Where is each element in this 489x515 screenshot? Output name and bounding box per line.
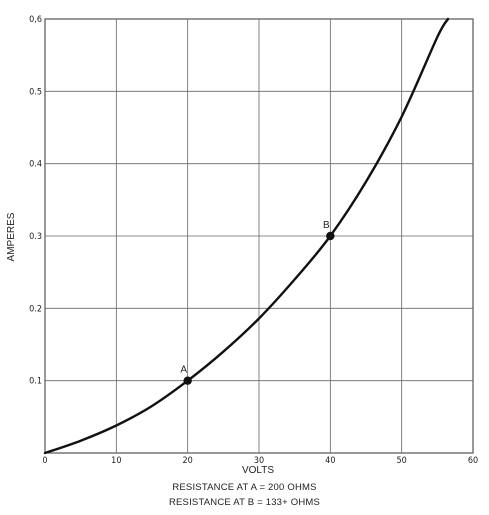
y-tick-label: 0.4 (29, 160, 42, 170)
y-tick-label: 0.1 (29, 377, 42, 387)
y-tick-label: 0.3 (29, 232, 42, 242)
x-tick-label: 50 (397, 456, 407, 466)
x-tick-label: 60 (468, 456, 478, 466)
x-tick-label: 0 (42, 456, 47, 466)
resistance-note-a: RESISTANCE AT A = 200 OHMS (172, 482, 317, 493)
y-axis-title: AMPERES (6, 212, 17, 261)
x-axis-ticks: 0 10 20 30 40 50 60 (42, 456, 478, 466)
curve-layer (43, 17, 450, 455)
y-tick-label: 0.2 (29, 304, 42, 314)
x-tick-label: 10 (111, 456, 121, 466)
y-tick-label: 0.5 (29, 87, 42, 97)
x-tick-label: 20 (183, 456, 193, 466)
series-line (43, 17, 450, 455)
marked-points: AB (180, 220, 335, 385)
point-label-a: A (180, 365, 187, 376)
x-tick-label: 40 (325, 456, 335, 466)
data-point-a (183, 376, 192, 385)
resistance-note-b: RESISTANCE AT B = 133+ OHMS (168, 497, 321, 508)
y-axis-ticks: 0.1 0.2 0.3 0.4 0.5 0,6 (29, 15, 42, 387)
data-point-b (326, 231, 335, 241)
x-tick-label: 30 (254, 456, 264, 466)
point-label-b: B (323, 220, 330, 231)
y-tick-label: 0,6 (29, 15, 42, 25)
grid (44, 18, 474, 454)
x-axis-title: VOLTS (242, 465, 274, 476)
